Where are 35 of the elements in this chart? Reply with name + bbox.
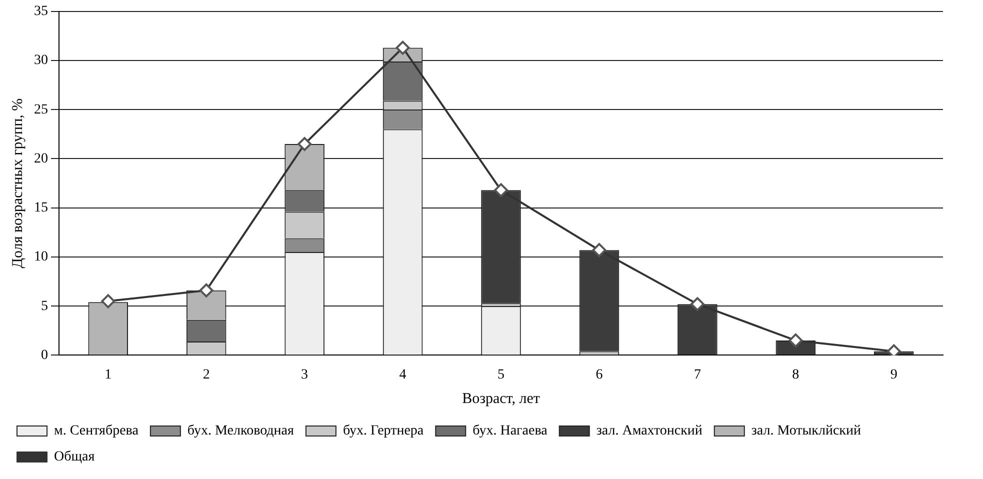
point (396, 40, 410, 55)
x-tick-label: 4 (399, 367, 406, 382)
legend-label: зал. Амахтонский (596, 424, 703, 439)
x-tick-label: 9 (890, 367, 898, 382)
y-tick-label: 30 (34, 53, 48, 68)
point (494, 183, 508, 198)
x-tick-label: 1 (104, 367, 112, 382)
y-tick-label: 5 (41, 298, 48, 314)
y-tick-label: 20 (34, 151, 48, 166)
x-tick-label: 6 (596, 367, 603, 382)
legend-label: бух. Гертнера (342, 424, 424, 439)
y-tick-label: 35 (34, 4, 48, 20)
point (298, 137, 312, 152)
point (199, 283, 214, 298)
x-tick-label: 2 (202, 367, 210, 382)
legend-label: Общая (54, 450, 96, 465)
legend-label: бух. Нагаева (472, 424, 548, 439)
legend-label: бух. Мелководная (187, 424, 295, 439)
legend-label: зал. Мотыклйский (751, 424, 862, 439)
x-tick-label: 8 (792, 367, 800, 382)
x-tick-label: 7 (694, 367, 701, 382)
y-axis-title: Доля возрастных групп, % (10, 98, 26, 268)
y-tick-label: 10 (34, 250, 48, 265)
point (690, 297, 704, 312)
x-axis-title: Возраст, лет (462, 390, 540, 407)
point (886, 344, 901, 356)
point (101, 294, 116, 308)
legend-label: м. Сентябрева (54, 424, 140, 439)
point (788, 333, 803, 348)
x-tick-label: 5 (498, 367, 504, 382)
y-tick-label: 25 (34, 102, 48, 118)
x-tick-label: 3 (301, 367, 308, 382)
y-tick-label: 0 (41, 348, 48, 363)
point (592, 243, 606, 258)
y-tick-label: 15 (34, 200, 48, 216)
